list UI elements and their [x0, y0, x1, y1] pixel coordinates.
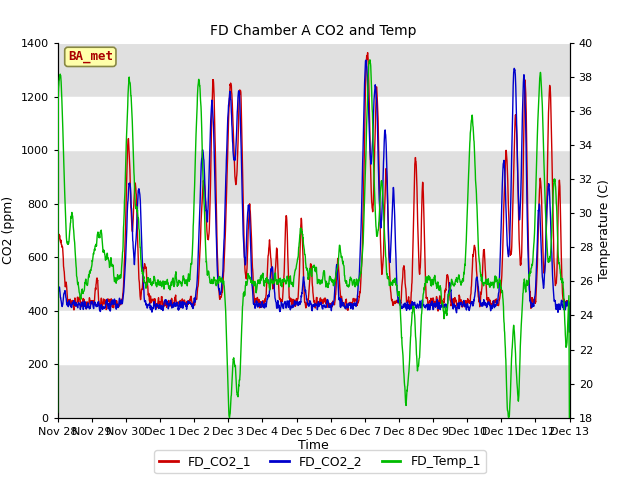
Y-axis label: Temperature (C): Temperature (C) [598, 180, 611, 281]
Title: FD Chamber A CO2 and Temp: FD Chamber A CO2 and Temp [211, 24, 417, 38]
Text: BA_met: BA_met [68, 50, 113, 63]
X-axis label: Time: Time [298, 439, 329, 453]
Bar [58, 204, 570, 257]
Bar [58, 96, 570, 150]
Bar [58, 311, 570, 364]
Legend: FD_CO2_1, FD_CO2_2, FD_Temp_1: FD_CO2_1, FD_CO2_2, FD_Temp_1 [154, 450, 486, 473]
Y-axis label: CO2 (ppm): CO2 (ppm) [2, 196, 15, 264]
